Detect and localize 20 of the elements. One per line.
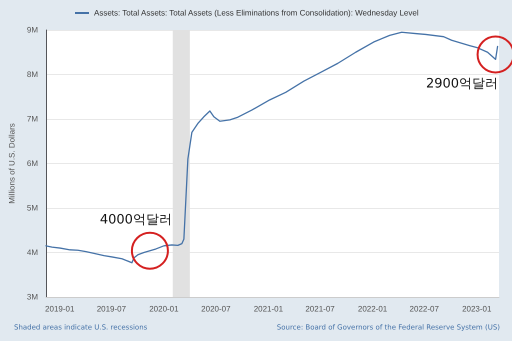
y-tick-label: 5M: [26, 204, 38, 212]
y-tick-label: 4M: [26, 248, 38, 257]
x-tick-label: 2020-07: [201, 304, 232, 314]
y-tick-label: 6M: [26, 159, 38, 168]
x-tick-label: 2022-01: [358, 304, 388, 314]
y-tick-label: 3M: [26, 292, 38, 302]
annotation: 2900억달러: [426, 76, 498, 92]
x-tick-label: 2019-01: [45, 304, 75, 314]
annotation: 4000억달러: [100, 212, 172, 228]
x-tick-label: 2022-07: [410, 304, 440, 314]
y-tick-label: 8M: [26, 70, 38, 79]
x-tick-label: 2020-01: [149, 304, 180, 314]
x-tick-label: 2019-07: [96, 304, 127, 314]
y-axis-title: Millions of U.S. Dollars: [8, 123, 16, 204]
y-tick-label: 9M: [26, 26, 38, 34]
x-tick-label: 2023-01: [462, 304, 492, 314]
x-tick-label: 2021-07: [305, 304, 336, 314]
x-tick-label: 2021-01: [254, 304, 284, 314]
legend-label: Assets: Total Assets: Total Assets (Less Eliminations from Consolidation): Wednesday Level: [94, 8, 419, 18]
y-tick-label: 7M: [26, 114, 38, 124]
